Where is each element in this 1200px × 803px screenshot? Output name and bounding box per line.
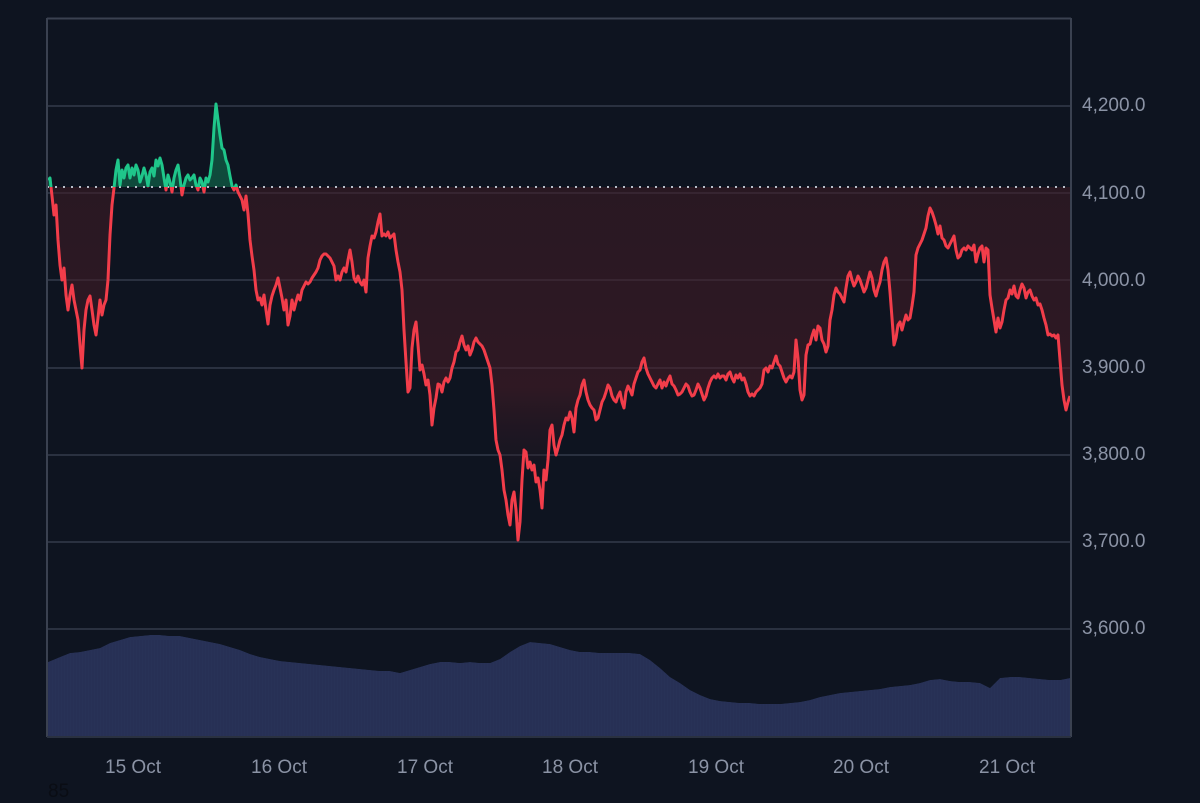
y-tick-label: 4,100.0 — [1082, 183, 1146, 204]
x-tick-label: 20 Oct — [833, 757, 889, 778]
x-tick-label: 18 Oct — [542, 757, 598, 778]
x-tick-label: 21 Oct — [979, 757, 1035, 778]
y-tick-label: 3,800.0 — [1082, 444, 1146, 465]
corner-label: 85 — [48, 781, 70, 802]
volume-histogram — [47, 628, 1071, 737]
price-line — [47, 102, 1071, 542]
plot-frame — [46, 17, 1072, 738]
y-tick-label: 4,000.0 — [1082, 270, 1146, 291]
x-tick-label: 16 Oct — [251, 757, 307, 778]
x-tick-label: 15 Oct — [105, 757, 161, 778]
x-tick-label: 17 Oct — [397, 757, 453, 778]
y-tick-label: 3,900.0 — [1082, 357, 1146, 378]
y-tick-label: 3,700.0 — [1082, 531, 1146, 552]
y-tick-label: 3,600.0 — [1082, 618, 1146, 639]
x-tick-label: 19 Oct — [688, 757, 744, 778]
y-tick-label: 4,200.0 — [1082, 95, 1146, 116]
price-area-fill — [48, 104, 1070, 540]
